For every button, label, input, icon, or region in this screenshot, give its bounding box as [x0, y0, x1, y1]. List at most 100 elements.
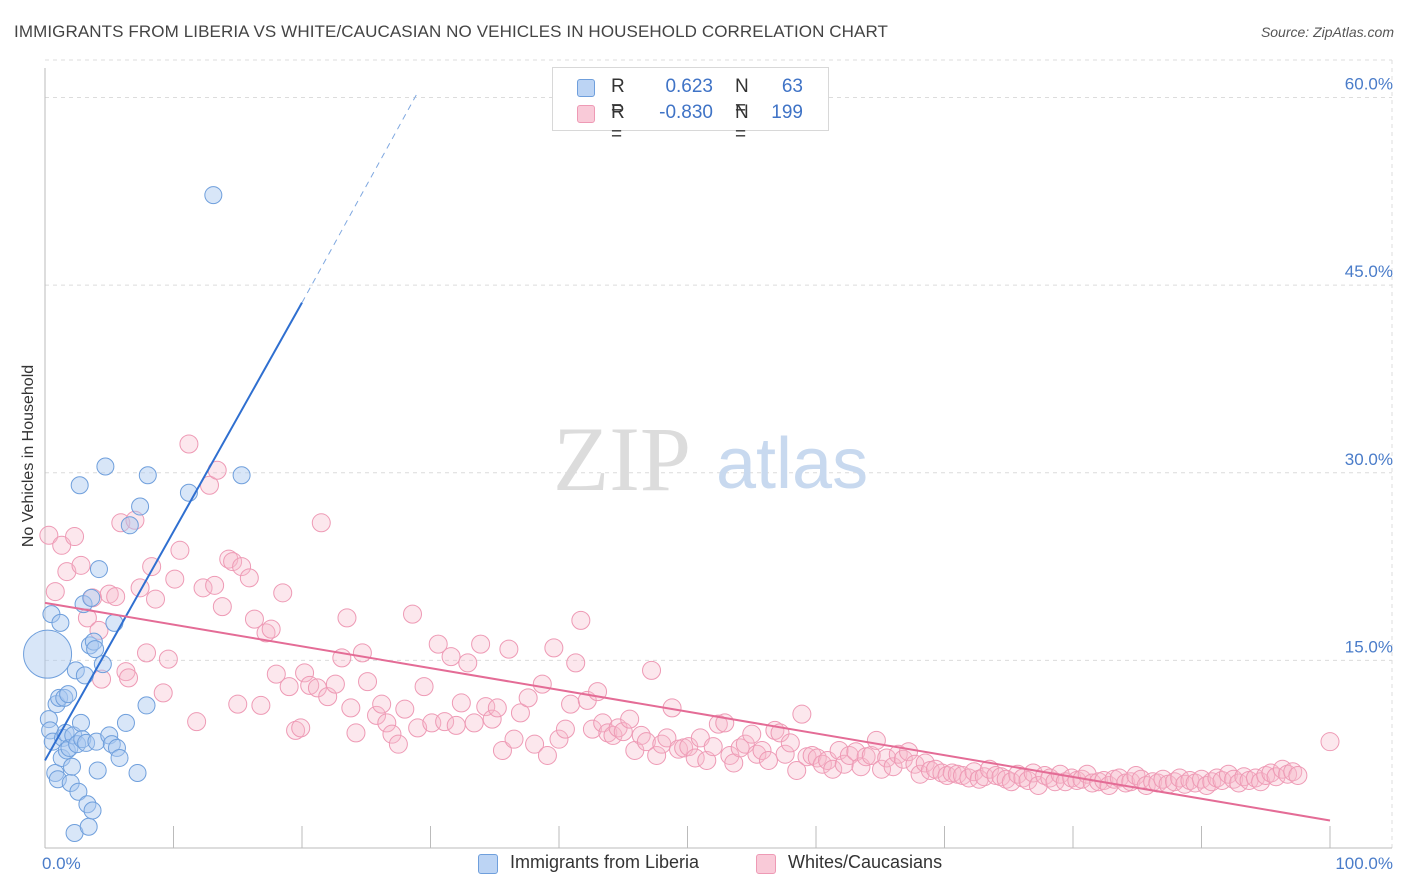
data-point-whites [872, 759, 892, 779]
legend-swatch-blue [478, 854, 498, 874]
data-point-whites [1202, 772, 1222, 792]
data-point-whites [273, 583, 293, 603]
data-point-whites [861, 745, 881, 765]
data-point-whites [566, 653, 586, 673]
y-tick-label: 60.0% [1345, 75, 1393, 94]
data-point-liberia [51, 613, 70, 632]
data-point-liberia [75, 666, 94, 685]
data-point-whites [77, 608, 97, 628]
data-point-whites [910, 764, 930, 784]
legend-swatch-pink [756, 854, 776, 874]
data-point-whites [232, 557, 252, 577]
data-point-whites [504, 729, 524, 749]
data-point-liberia [131, 497, 150, 516]
data-point-whites [388, 734, 408, 754]
data-point-whites [441, 647, 461, 667]
data-point-whites [544, 638, 564, 658]
data-point-whites [382, 724, 402, 744]
data-point-whites [352, 643, 372, 663]
data-point-liberia [50, 688, 69, 707]
data-point-liberia [57, 741, 76, 760]
data-point-whites [244, 609, 264, 629]
data-point-whites [775, 744, 795, 764]
data-point-liberia [204, 186, 223, 205]
data-point-whites [883, 757, 903, 777]
data-point-whites [251, 695, 271, 715]
data-point-whites [823, 759, 843, 779]
data-point-whites [1320, 732, 1340, 752]
data-point-whites [518, 688, 538, 708]
data-point-whites [408, 718, 428, 738]
data-point-whites [464, 713, 484, 733]
data-point-whites [685, 748, 705, 768]
legend-n-value: 199 [771, 102, 803, 123]
legend-n-label: N = [735, 76, 749, 119]
data-point-liberia [83, 801, 102, 820]
data-point-whites [996, 769, 1016, 789]
y-tick-label: 15.0% [1345, 637, 1393, 656]
trend-line-liberia-extension [301, 92, 419, 303]
source-label: Source: ZipAtlas.com [1260, 24, 1394, 40]
data-point-whites [613, 722, 633, 742]
data-point-whites [1261, 763, 1281, 783]
data-point-liberia [232, 466, 251, 485]
data-point-whites [703, 737, 723, 757]
chart-title: IMMIGRANTS FROM LIBERIA VS WHITE/CAUCASI… [14, 22, 889, 41]
legend-n-label: N = [735, 102, 749, 145]
data-point-whites [458, 653, 478, 673]
data-point-liberia [96, 457, 115, 476]
data-point-whites [228, 694, 248, 714]
data-point-whites [414, 677, 434, 697]
data-point-whites [593, 713, 613, 733]
data-point-whites [153, 683, 173, 703]
data-point-whites [395, 699, 415, 719]
data-point-whites [266, 664, 286, 684]
data-point-liberia [105, 613, 124, 632]
data-point-whites [620, 709, 640, 729]
data-point-whites [89, 620, 109, 640]
y-tick-label: 45.0% [1345, 262, 1393, 281]
data-point-whites [428, 634, 448, 654]
trend-line-whites [44, 601, 1331, 822]
data-point-whites [657, 728, 677, 748]
data-point-liberia [86, 640, 105, 659]
legend-n-value: 63 [781, 76, 803, 97]
data-point-whites [1283, 762, 1303, 782]
legend-r-value: 0.623 [665, 76, 713, 97]
data-point-whites [487, 698, 507, 718]
data-point-whites [1185, 773, 1205, 793]
x-tick-label-min: 0.0% [42, 854, 81, 873]
legend-r-label: R = [611, 102, 625, 145]
data-point-liberia [84, 632, 103, 651]
data-point-whites [119, 668, 139, 688]
data-point-whites [1008, 764, 1028, 784]
data-point-liberia [116, 713, 135, 732]
data-point-liberia [88, 761, 107, 780]
data-point-whites [71, 555, 91, 575]
data-point-whites [106, 587, 126, 607]
data-point-whites [205, 575, 225, 595]
data-point-whites [193, 578, 213, 598]
data-point-whites [1126, 765, 1146, 785]
data-point-whites [358, 672, 378, 692]
data-point-whites [1207, 768, 1227, 788]
legend-r-label: R = [611, 76, 625, 119]
legend-label: Immigrants from Liberia [510, 852, 700, 872]
data-point-whites [435, 712, 455, 732]
data-point-whites [300, 675, 320, 695]
data-point-whites [549, 729, 569, 749]
data-point-liberia [62, 757, 81, 776]
data-point-whites [239, 568, 259, 588]
data-point-whites [532, 674, 552, 694]
y-tick-label: 30.0% [1345, 450, 1393, 469]
data-point-whites [1001, 772, 1021, 792]
data-point-liberia [66, 661, 85, 680]
data-point-liberia [138, 466, 157, 485]
data-point-whites [377, 713, 397, 733]
data-point-liberia [23, 629, 73, 679]
data-point-whites [812, 754, 832, 774]
data-point-whites [555, 719, 575, 739]
watermark-zip: ZIP [553, 408, 691, 510]
data-point-whites [631, 725, 651, 745]
data-point-whites [1278, 764, 1298, 784]
